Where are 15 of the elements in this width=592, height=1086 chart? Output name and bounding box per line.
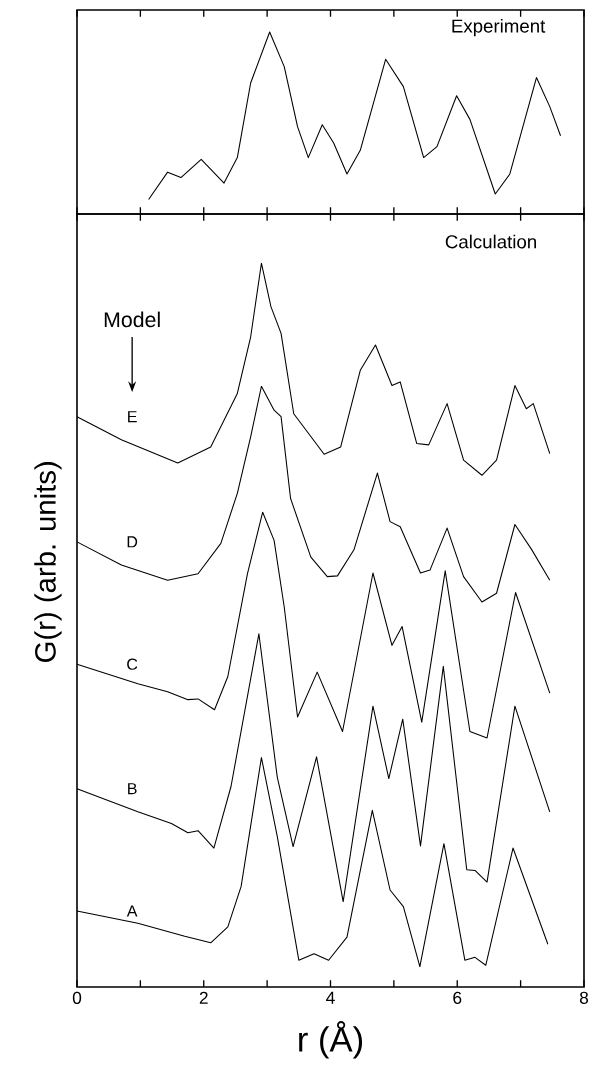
x-tick-label: 0 [72, 991, 82, 1004]
chart-title: Experiment [452, 18, 546, 37]
x-axis-title: r (Å) [299, 1021, 362, 1059]
series-label: C [127, 658, 138, 670]
x-tick-label: 4 [326, 991, 335, 1004]
x-tick-label: 2 [199, 991, 208, 1004]
chart-title: Calculation [445, 234, 536, 249]
series-label: B [128, 783, 137, 795]
annotation: Model [104, 311, 160, 328]
series-label: E [128, 411, 137, 423]
x-tick-label: 6 [453, 991, 462, 1004]
series-label: D [127, 536, 138, 548]
y-axis-title: G(r) (arb. units) [34, 462, 62, 662]
series-label: A [126, 905, 138, 917]
x-tick-label: 8 [579, 991, 589, 1004]
